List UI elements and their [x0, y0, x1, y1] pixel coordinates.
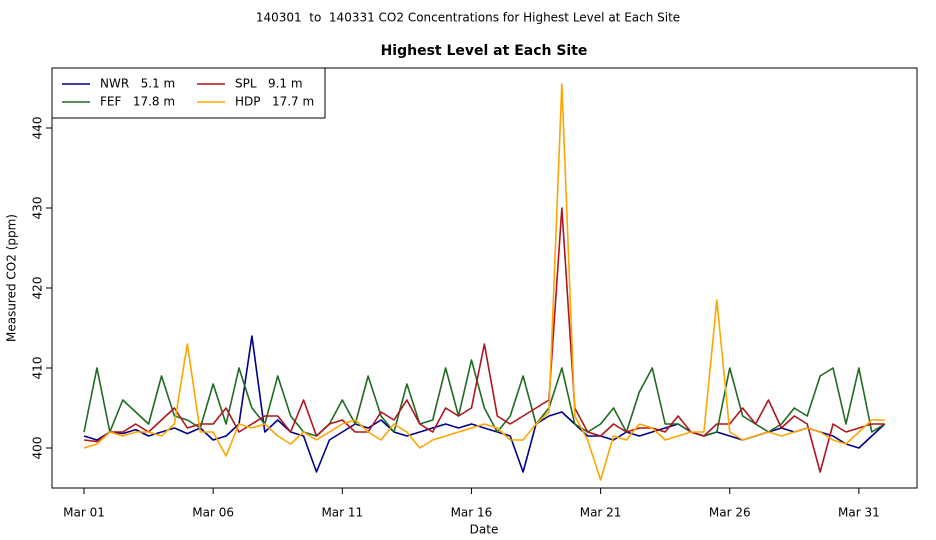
plot-frame — [51, 67, 918, 489]
y-tick-label: 420 — [31, 277, 45, 300]
chart-title: 140301 to 140331 CO2 Concentrations for … — [256, 11, 680, 25]
x-tick-label: Mar 06 — [192, 506, 234, 520]
legend-label: HDP 17.7 m — [235, 95, 314, 109]
series-line — [83, 359, 886, 437]
x-tick-label: Mar 16 — [451, 506, 493, 520]
series-line — [83, 207, 885, 473]
x-tick-label: Mar 31 — [838, 506, 880, 520]
legend-label: NWR 5.1 m — [100, 77, 175, 91]
y-tick-label: 440 — [31, 117, 45, 140]
x-tick-label: Mar 11 — [321, 506, 363, 520]
y-tick-label: 400 — [31, 437, 45, 460]
y-tick-label: 410 — [31, 357, 45, 380]
legend-box — [51, 67, 326, 119]
plot-area — [83, 83, 886, 481]
legend-label: FEF 17.8 m — [100, 95, 175, 109]
x-axis-label: Date — [470, 523, 499, 537]
x-tick-label: Mar 21 — [580, 506, 622, 520]
x-tick-label: Mar 01 — [63, 506, 105, 520]
y-axis-label: Measured CO2 (ppm) — [5, 214, 19, 342]
legend-label: SPL 9.1 m — [235, 77, 303, 91]
x-tick-label: Mar 26 — [709, 506, 751, 520]
chart-subtitle: Highest Level at Each Site — [381, 43, 588, 59]
series-line — [83, 83, 885, 481]
y-tick-label: 430 — [31, 197, 45, 220]
